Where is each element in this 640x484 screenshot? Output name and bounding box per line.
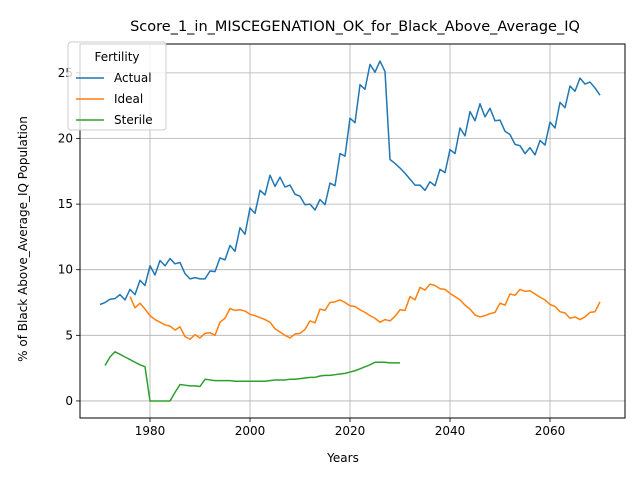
y-tick-label: 0 — [65, 394, 73, 408]
series-line-sterile — [104, 350, 400, 402]
x-tick-label: 2020 — [335, 424, 366, 438]
legend-entries: Actual Ideal Sterile — [76, 71, 153, 127]
y-axis-label: % of Black Above_Average_IQ Population — [16, 116, 30, 362]
series-line-actual — [99, 60, 601, 306]
grid — [80, 44, 625, 418]
x-tick-label: 2000 — [235, 424, 266, 438]
x-tick-label: 2060 — [535, 424, 566, 438]
x-tick-label: 2040 — [435, 424, 466, 438]
legend-label-ideal: Ideal — [114, 92, 143, 106]
chart-title: Score_1_in_MISCEGENATION_OK_for_Black_Ab… — [130, 19, 580, 35]
y-tick-label: 10 — [58, 263, 73, 277]
x-axis-label: Years — [326, 451, 359, 465]
series-line-ideal — [129, 283, 601, 341]
legend-title: Fertility — [94, 50, 139, 64]
legend: Fertility Actual Ideal Sterile — [67, 41, 167, 131]
y-tick-label: 5 — [65, 328, 73, 342]
series-lines — [99, 60, 601, 402]
x-tick-label: 1980 — [135, 424, 166, 438]
plot-frame — [79, 43, 626, 419]
y-tick-label: 15 — [58, 197, 73, 211]
legend-box — [67, 41, 167, 131]
legend-label-sterile: Sterile — [114, 113, 153, 127]
y-tick-label: 20 — [58, 131, 73, 145]
legend-label-actual: Actual — [114, 71, 152, 85]
